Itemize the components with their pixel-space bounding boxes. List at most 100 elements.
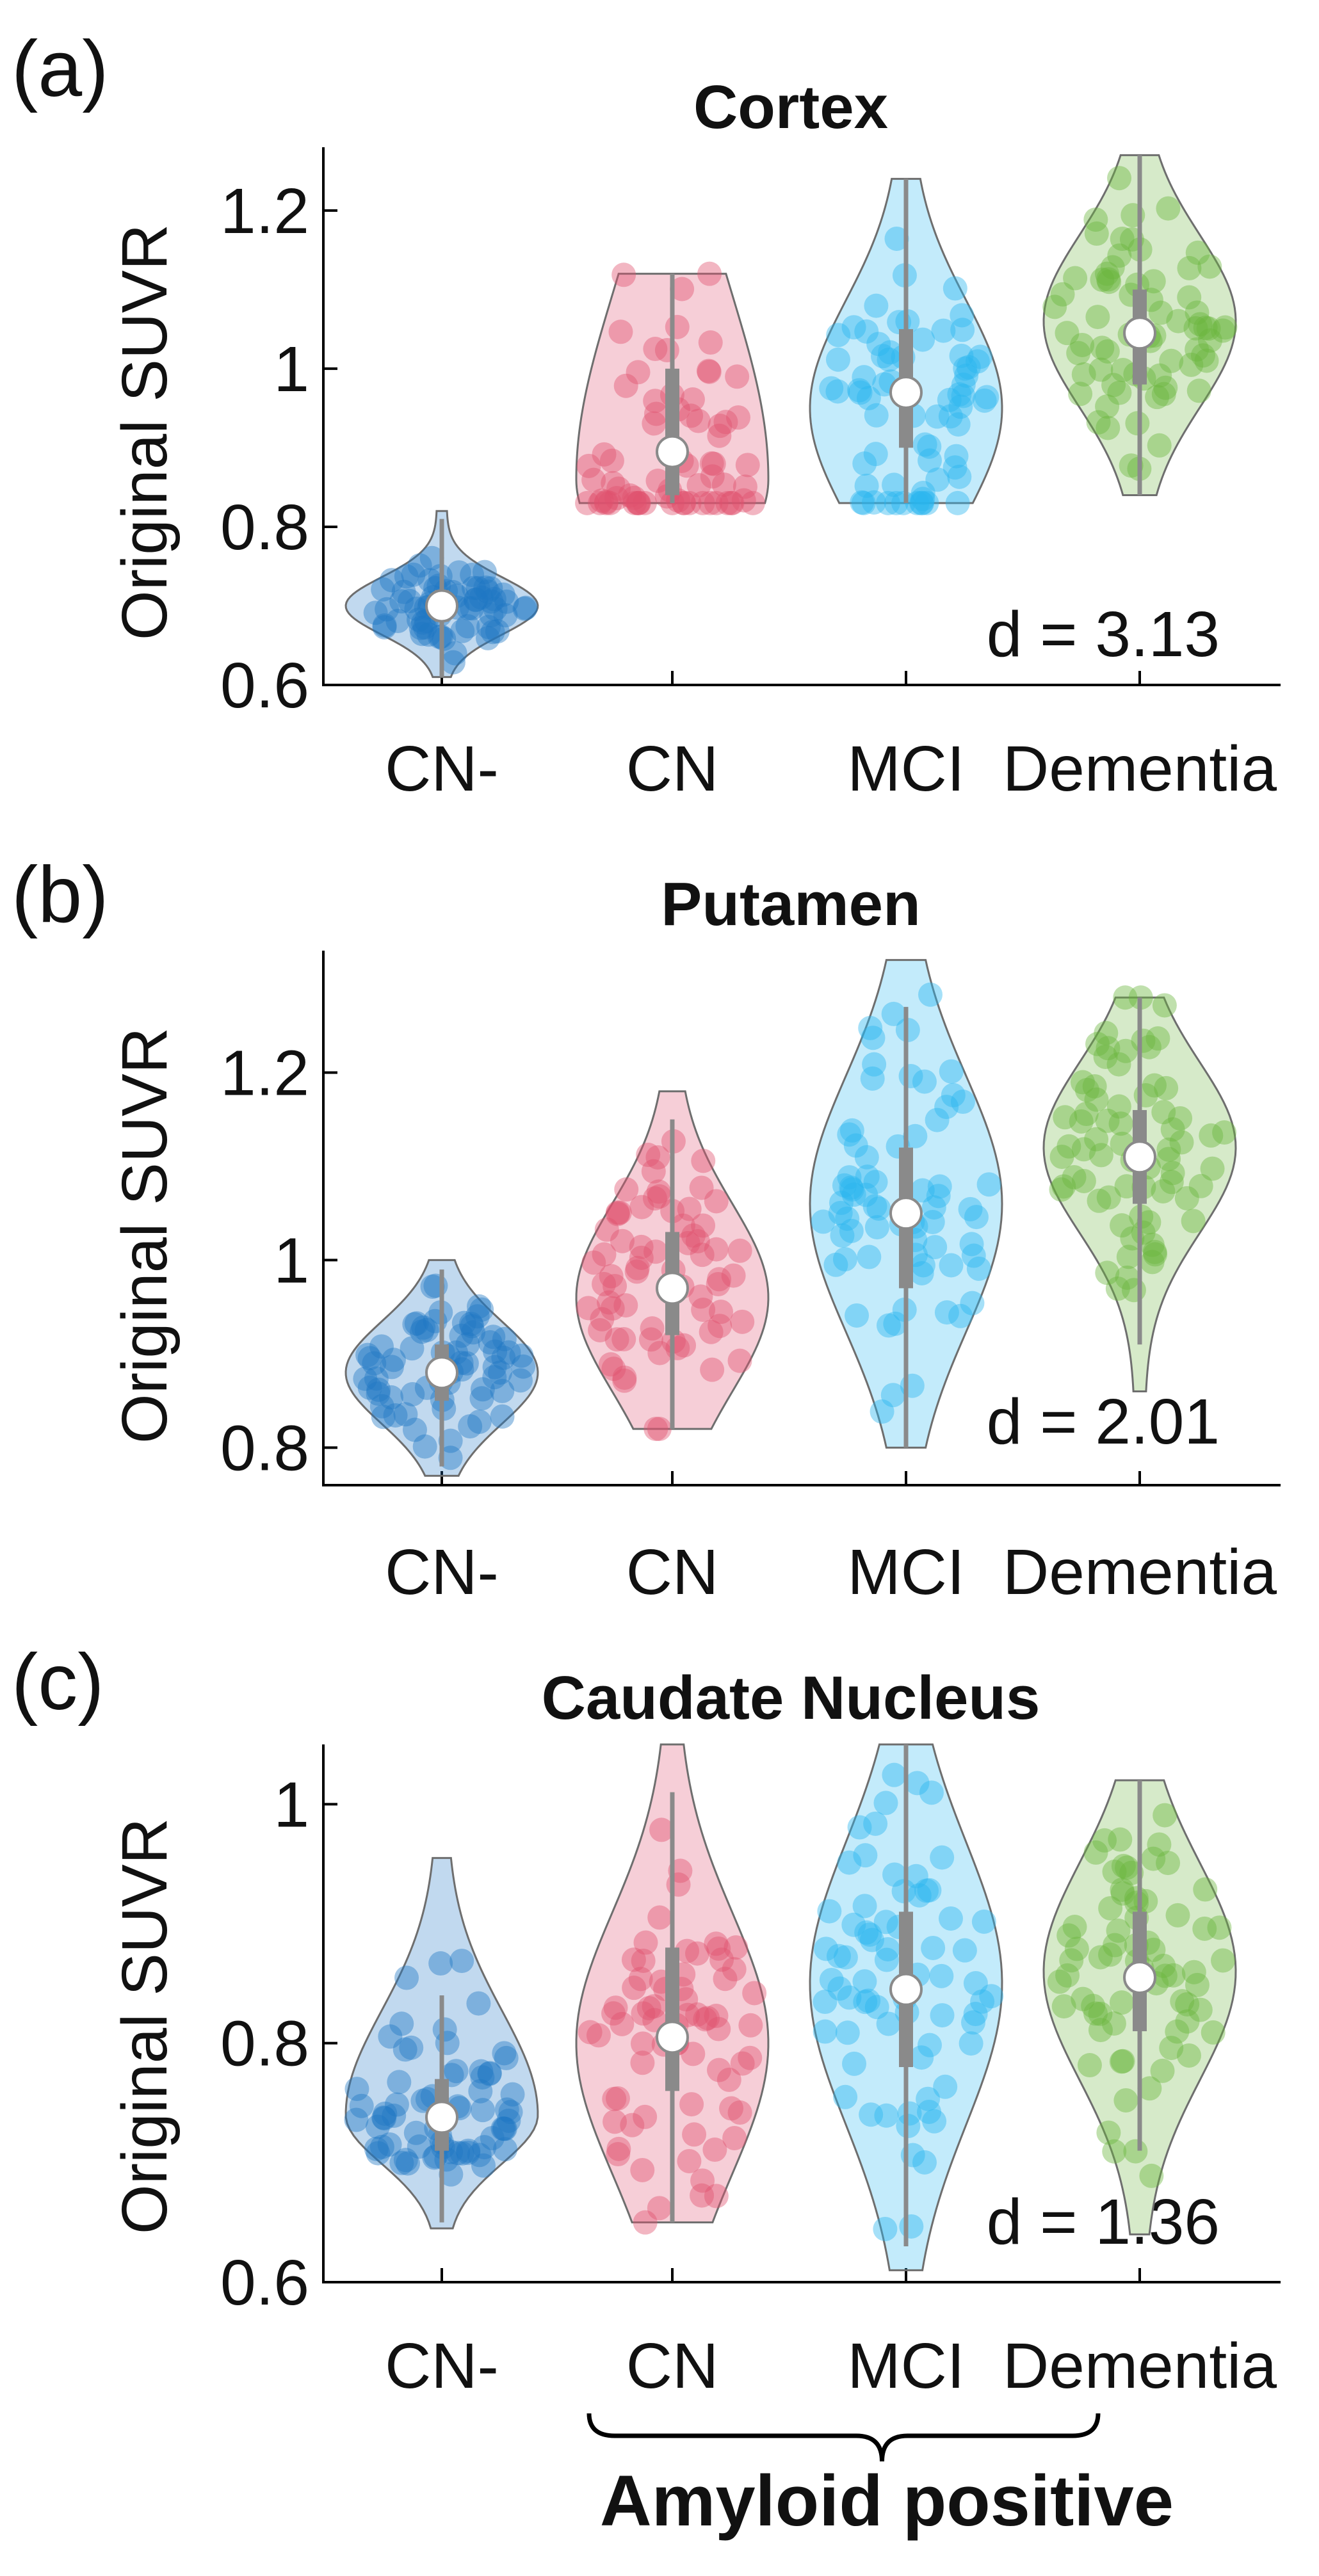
data-point — [385, 609, 410, 634]
data-point — [1113, 2088, 1138, 2113]
data-point — [819, 376, 844, 401]
data-point — [909, 490, 934, 515]
data-point — [1096, 267, 1121, 292]
data-point — [417, 568, 442, 593]
data-point — [640, 1316, 665, 1341]
data-point — [961, 1243, 986, 1268]
data-point — [629, 1245, 654, 1270]
data-point — [1150, 2058, 1175, 2083]
x-tick-label-cn: CN- — [385, 1536, 499, 1608]
data-point — [439, 2162, 464, 2187]
data-point — [647, 1340, 672, 1365]
violin-cn — [344, 1856, 539, 2230]
data-point — [676, 1230, 700, 1255]
data-point — [861, 1026, 886, 1051]
data-point — [389, 589, 414, 614]
data-point — [732, 474, 757, 499]
data-point — [589, 488, 614, 513]
data-point — [1124, 1890, 1149, 1915]
data-point — [690, 1243, 715, 1268]
data-point — [590, 1307, 615, 1332]
effect-size-c: d = 1.36 — [987, 2186, 1220, 2258]
data-point — [349, 2093, 374, 2118]
data-point — [864, 403, 889, 428]
data-point — [1071, 362, 1096, 387]
data-point — [1066, 341, 1091, 366]
data-point — [851, 490, 876, 515]
data-point — [384, 2092, 409, 2117]
data-point — [883, 1311, 908, 1336]
data-point — [856, 385, 881, 410]
data-point — [682, 2122, 707, 2147]
data-point — [601, 1356, 626, 1381]
data-point — [1145, 1026, 1170, 1051]
data-point — [1185, 240, 1210, 265]
data-point — [645, 1145, 670, 1170]
data-point — [402, 1312, 427, 1337]
data-point — [1070, 332, 1095, 357]
data-point — [1142, 1073, 1167, 1098]
data-point — [353, 1366, 378, 1391]
data-point — [1107, 166, 1132, 191]
data-point — [905, 1771, 930, 1796]
axes-a: 0.6 0.8 1 1.2 CN- CN MCI Dementia — [220, 147, 1281, 805]
data-point — [1188, 312, 1213, 337]
data-point — [604, 486, 629, 511]
data-point — [724, 1935, 749, 1960]
data-point — [387, 2070, 412, 2095]
data-point — [858, 1015, 883, 1040]
data-point — [482, 1355, 507, 1380]
data-point — [1090, 335, 1115, 360]
data-point — [630, 2157, 655, 2182]
data-point — [478, 1330, 503, 1355]
data-point — [399, 2035, 424, 2060]
data-point — [611, 1327, 636, 1352]
data-point — [355, 1342, 380, 1367]
data-point — [371, 2105, 396, 2130]
data-point — [671, 490, 696, 515]
data-point — [930, 1845, 955, 1870]
axes-c: 0.6 0.8 1 CN- CN MCI Dementia — [220, 1743, 1281, 2402]
data-point — [685, 1941, 710, 1966]
data-point — [1107, 380, 1132, 405]
data-point — [813, 2019, 838, 2044]
data-point — [1088, 2018, 1113, 2043]
data-point — [1156, 196, 1181, 221]
data-point — [460, 596, 485, 621]
data-point — [500, 2082, 525, 2107]
data-point — [1137, 2076, 1162, 2101]
data-point — [1140, 1250, 1165, 1275]
data-point — [832, 1247, 857, 1272]
data-point — [508, 1368, 533, 1393]
data-point — [1197, 328, 1222, 353]
data-point — [476, 615, 501, 640]
data-point — [1177, 285, 1202, 310]
data-point — [392, 2037, 417, 2062]
data-point — [817, 1899, 842, 1924]
data-point — [963, 1971, 988, 1996]
data-point — [369, 1334, 394, 1359]
data-point — [400, 1382, 425, 1407]
data-point — [1194, 348, 1219, 373]
data-point — [860, 1066, 885, 1091]
data-point — [410, 622, 435, 647]
data-point — [685, 1228, 710, 1253]
data-point — [594, 489, 619, 514]
data-point — [738, 2045, 763, 2070]
data-point — [1179, 352, 1204, 377]
data-point — [1137, 1034, 1161, 1059]
data-point — [1110, 1881, 1135, 1906]
data-point — [1141, 269, 1166, 294]
data-point — [363, 600, 388, 625]
y-tick-label: 0.8 — [220, 492, 309, 563]
data-point — [1042, 294, 1067, 319]
data-point — [586, 2023, 611, 2048]
data-point — [819, 1967, 844, 1992]
data-point — [494, 2045, 519, 2070]
data-point — [706, 2017, 731, 2041]
data-point — [864, 1215, 889, 1240]
data-point — [931, 318, 956, 343]
data-point — [1107, 243, 1132, 268]
data-point — [691, 1213, 716, 1238]
data-point — [1055, 321, 1080, 346]
